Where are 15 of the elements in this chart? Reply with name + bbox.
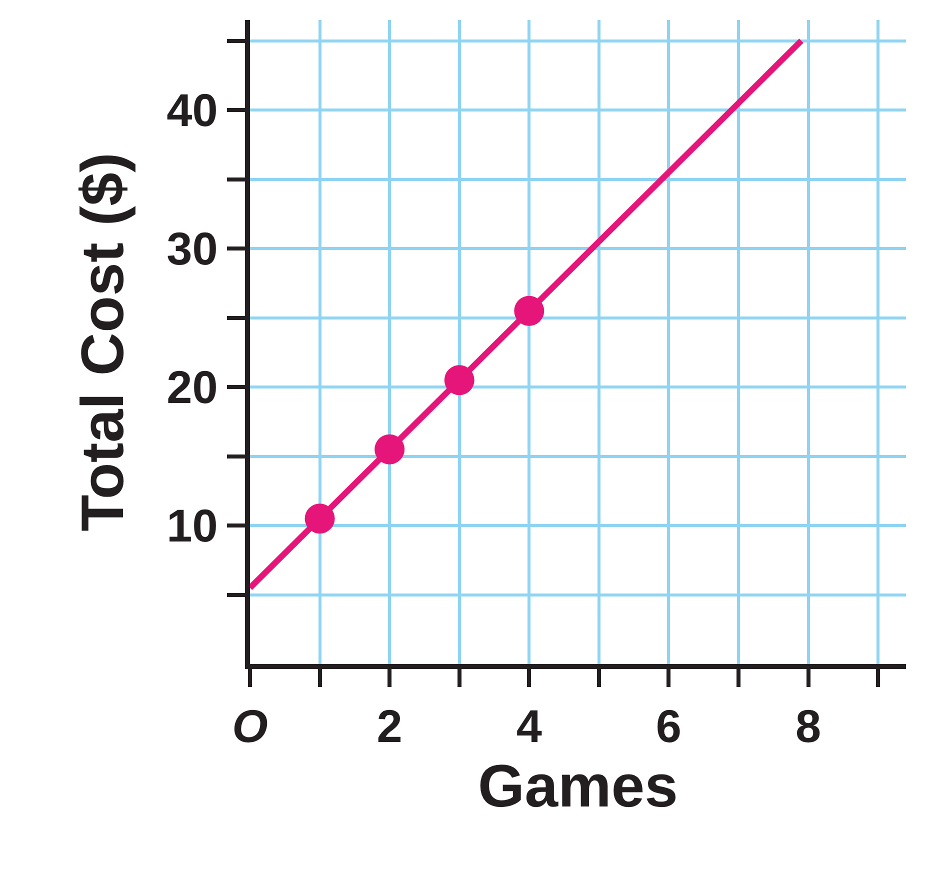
y-tick-label: 40 <box>166 84 218 136</box>
point <box>514 296 544 326</box>
x-axis-title: Games <box>478 752 678 820</box>
y-tick-label: 10 <box>166 500 218 552</box>
x-tick-label: 6 <box>656 700 682 752</box>
y-axis-title: Total Cost ($) <box>69 152 136 532</box>
x-tick-label: 2 <box>376 700 402 752</box>
point <box>374 434 405 464</box>
point <box>304 504 335 534</box>
x-tick-label: 4 <box>516 700 542 752</box>
point <box>444 365 474 396</box>
y-tick-label: 30 <box>166 222 218 275</box>
y-tick-label: 20 <box>166 361 218 414</box>
x-tick-label: 8 <box>796 700 822 752</box>
x-tick-label: O <box>232 700 268 752</box>
